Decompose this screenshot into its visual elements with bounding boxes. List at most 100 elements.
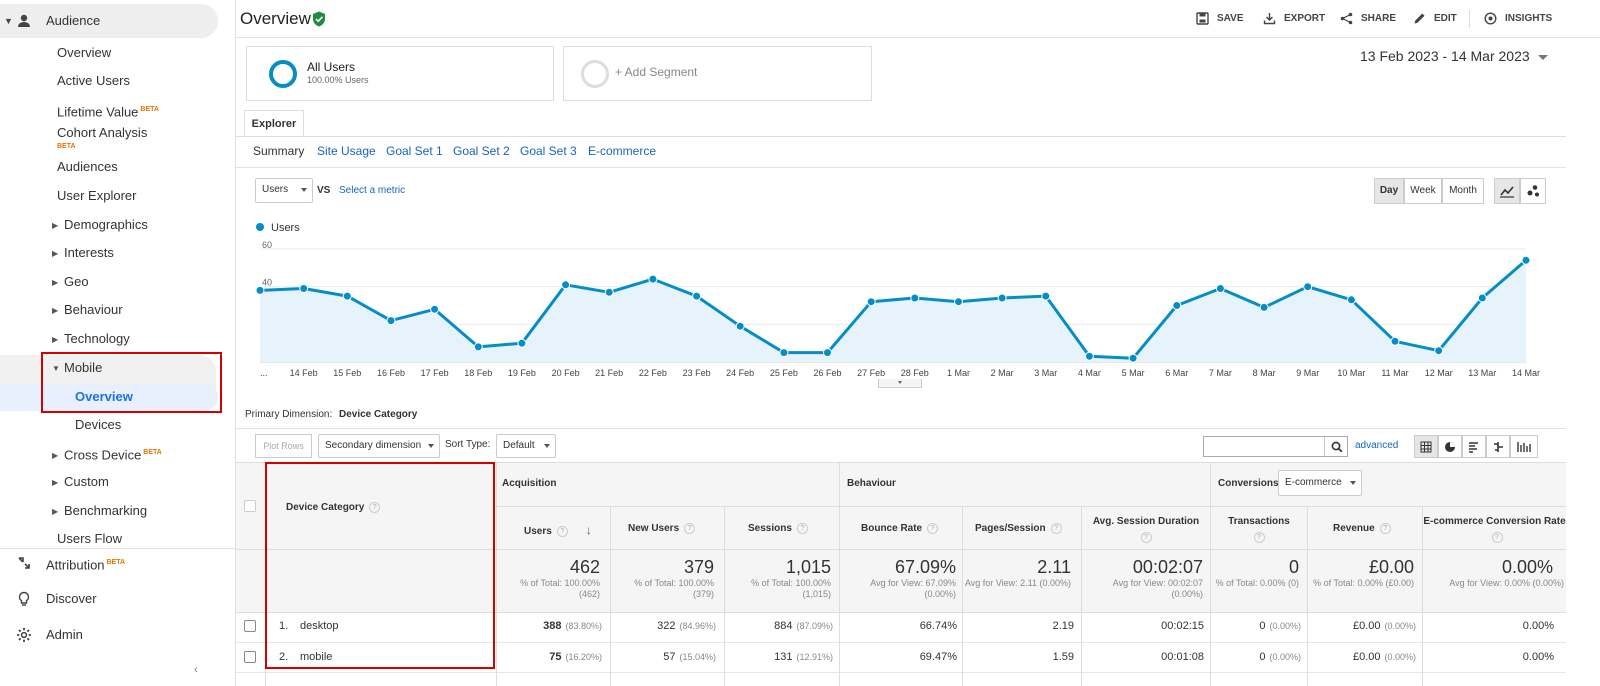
sidebar-item-mobile[interactable]: ▼ Mobile — [52, 358, 103, 378]
help-icon[interactable]: ? — [1140, 531, 1152, 543]
secondary-dimension-select[interactable]: Secondary dimension — [318, 434, 440, 458]
help-icon[interactable]: ? — [1379, 523, 1391, 534]
advanced-link[interactable]: advanced — [1355, 440, 1399, 451]
sidebar-item-cross-device[interactable]: ▶ Cross Device BETA — [52, 443, 162, 463]
primary-dimension-value[interactable]: Device Category — [339, 409, 418, 420]
search-button[interactable] — [1324, 437, 1347, 456]
row-device-name[interactable]: mobile — [300, 651, 333, 663]
subtab-goal-set-3[interactable]: Goal Set 3 — [520, 144, 577, 158]
sidebar-item-interests[interactable]: ▶ Interests — [52, 243, 114, 263]
column-header-users[interactable]: Users? ↓ — [524, 523, 592, 537]
tab-explorer[interactable]: Explorer — [244, 110, 304, 137]
grid-icon — [1420, 441, 1432, 453]
sidebar-item-overview[interactable]: Overview — [57, 43, 111, 63]
comparison-view-button[interactable] — [1486, 435, 1510, 458]
plot-rows-button[interactable]: Plot Rows — [255, 434, 312, 458]
pivot-view-button[interactable] — [1510, 435, 1538, 458]
subtab-site-usage[interactable]: Site Usage — [317, 144, 376, 158]
column-header-bounce-rate[interactable]: Bounce Rate? — [861, 523, 939, 534]
subtab-goal-set-2[interactable]: Goal Set 2 — [453, 144, 510, 158]
vs-label: VS — [317, 185, 331, 196]
date-range-picker[interactable]: 13 Feb 2023 - 14 Mar 2023 — [1360, 48, 1530, 64]
help-icon[interactable]: ? — [1050, 523, 1062, 534]
metric-select[interactable]: Users — [255, 178, 313, 203]
add-segment-button[interactable]: + Add Segment — [563, 46, 872, 101]
person-icon — [18, 14, 30, 27]
chart-resize-handle[interactable] — [878, 379, 922, 388]
help-icon[interactable]: ? — [927, 523, 939, 534]
line-chart-button[interactable] — [1494, 178, 1520, 204]
beta-badge: BETA — [143, 449, 162, 456]
row-device-name[interactable]: desktop — [300, 620, 339, 632]
table-view-button[interactable] — [1414, 435, 1438, 458]
period-month-button[interactable]: Month — [1442, 178, 1484, 204]
sort-type-select[interactable]: Default — [496, 434, 556, 458]
sidebar-item-demographics[interactable]: ▶ Demographics — [52, 215, 148, 235]
sidebar-item-admin[interactable]: Admin — [0, 623, 236, 647]
pie-view-button[interactable] — [1438, 435, 1462, 458]
caret-right-icon: ▶ — [52, 248, 59, 258]
sidebar-item-geo[interactable]: ▶ Geo — [52, 272, 89, 292]
select-metric-link[interactable]: Select a metric — [339, 185, 406, 196]
segment-all-users[interactable]: All Users 100.00% Users — [246, 46, 554, 101]
cell-percent: (0.00%) — [1384, 621, 1416, 631]
row-checkbox[interactable] — [244, 651, 256, 663]
column-header-new-users[interactable]: New Users? — [628, 523, 696, 534]
period-week-button[interactable]: Week — [1404, 178, 1442, 204]
sidebar-item-users-flow[interactable]: Users Flow — [57, 529, 122, 549]
column-header-pages-session[interactable]: Pages/Session? — [975, 523, 1062, 534]
help-icon[interactable]: ? — [1491, 531, 1503, 543]
chevron-down-icon[interactable] — [1538, 55, 1548, 60]
sidebar-item-mobile-overview[interactable]: Overview — [75, 387, 133, 407]
x-tick-label: 3 Mar — [1034, 368, 1057, 378]
sidebar-item-technology[interactable]: ▶ Technology — [52, 329, 130, 349]
cell-avg-session-duration: 00:01:08 — [1161, 651, 1204, 663]
sidebar-item-devices[interactable]: Devices — [75, 415, 121, 435]
data-point-users — [561, 280, 571, 290]
column-header-transactions[interactable]: Transactions? — [1211, 514, 1307, 546]
sidebar-item-benchmarking[interactable]: ▶ Benchmarking — [52, 501, 147, 521]
sidebar-item-lifetime-value[interactable]: Lifetime Value BETA — [57, 100, 159, 120]
row-checkbox[interactable] — [244, 620, 256, 632]
column-divider — [1081, 506, 1082, 686]
sidebar-item-active-users[interactable]: Active Users — [57, 71, 130, 91]
column-header-sessions[interactable]: Sessions? — [748, 523, 808, 534]
help-icon[interactable]: ? — [369, 502, 381, 513]
column-header-ecommerce-conversion-rate[interactable]: E-commerce Conversion Rate? — [1423, 514, 1566, 546]
collapse-icon[interactable]: ‹ — [194, 664, 198, 676]
select-all-checkbox[interactable] — [244, 500, 256, 512]
performance-view-button[interactable] — [1462, 435, 1486, 458]
sidebar-item-custom[interactable]: ▶ Custom — [52, 472, 109, 492]
conversions-select-value: E-commerce — [1285, 477, 1342, 488]
sidebar-item-label: Attribution — [46, 557, 105, 573]
help-icon[interactable]: ? — [1253, 531, 1265, 543]
conversions-select[interactable]: E-commerce — [1278, 470, 1362, 496]
y-tick-label: 60 — [262, 240, 272, 250]
sidebar-item-discover[interactable]: Discover — [0, 587, 236, 611]
sidebar-section-audience[interactable]: ▼ Audience — [0, 4, 218, 38]
sidebar-item-label: Behaviour — [64, 302, 123, 317]
sidebar-item-behaviour[interactable]: ▶ Behaviour — [52, 300, 123, 320]
cell-value: £0.00 — [1352, 620, 1381, 632]
subtab-summary[interactable]: Summary — [253, 144, 305, 158]
motion-chart-button[interactable] — [1520, 178, 1546, 204]
subtab-ecommerce[interactable]: E-commerce — [588, 144, 657, 158]
help-icon[interactable]: ? — [684, 523, 696, 534]
sidebar-item-audiences[interactable]: Audiences — [57, 157, 118, 177]
cell-percent: (83.80%) — [565, 621, 602, 631]
sidebar-item-user-explorer[interactable]: User Explorer — [57, 186, 136, 206]
period-day-button[interactable]: Day — [1374, 178, 1404, 204]
sidebar-item-cohort-analysis[interactable]: Cohort Analysis BETA — [57, 123, 147, 153]
help-icon[interactable]: ? — [556, 525, 568, 537]
column-header-device-category[interactable]: Device Category? — [286, 502, 381, 513]
caret-right-icon: ▶ — [52, 305, 59, 315]
sidebar-item-label: Mobile — [64, 360, 103, 375]
help-icon[interactable]: ? — [796, 523, 808, 534]
table-search-input[interactable] — [1203, 436, 1348, 457]
column-header-avg-session-duration[interactable]: Avg. Session Duration? — [1082, 514, 1210, 546]
subtab-goal-set-1[interactable]: Goal Set 1 — [386, 144, 443, 158]
data-point-users — [430, 304, 440, 314]
column-header-revenue[interactable]: Revenue? — [1333, 523, 1391, 534]
sidebar-item-attribution[interactable]: Attribution BETA — [0, 551, 236, 575]
